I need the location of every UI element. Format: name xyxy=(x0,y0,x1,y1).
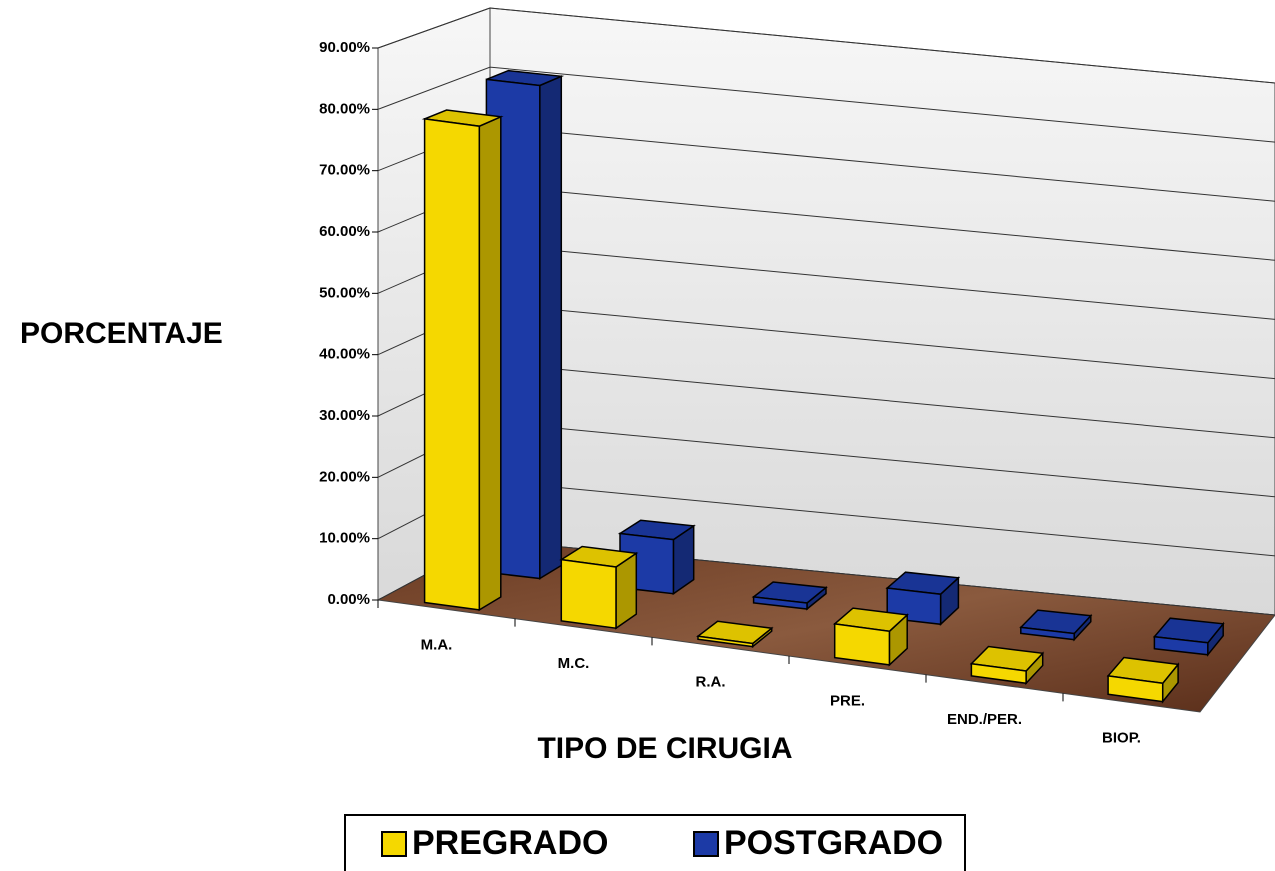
y-tick-label: 40.00% xyxy=(319,346,370,363)
bar-front xyxy=(752,596,808,610)
y-tick-label: 80.00% xyxy=(319,100,370,117)
bar xyxy=(832,607,909,667)
bars xyxy=(421,69,1225,704)
y-tick-label: 50.00% xyxy=(319,284,370,301)
legend-label: POSTGRADO xyxy=(724,824,943,862)
legend-box xyxy=(344,814,966,871)
bar xyxy=(969,645,1045,686)
x-tick-label: PRE. xyxy=(830,692,865,709)
x-tick-label: M.C. xyxy=(558,655,590,672)
bar-front xyxy=(697,635,754,648)
y-tick-label: 60.00% xyxy=(319,223,370,240)
y-tick-label: 10.00% xyxy=(319,530,370,547)
bar xyxy=(421,109,504,612)
bar-front xyxy=(970,662,1027,685)
x-tick-label: R.A. xyxy=(696,674,726,691)
grid-line xyxy=(377,66,1275,143)
x-tick-label: M.A. xyxy=(421,636,453,653)
legend: PREGRADO POSTGRADO xyxy=(344,814,966,871)
legend-label: PREGRADO xyxy=(412,824,608,862)
bar-front xyxy=(423,118,481,611)
bar-side xyxy=(478,115,502,612)
grid-line xyxy=(377,7,1275,84)
x-tick-label: BIOP. xyxy=(1102,730,1141,747)
y-tick-label: 0.00% xyxy=(327,591,370,608)
y-tick-label: 70.00% xyxy=(319,162,370,179)
bar-side xyxy=(539,75,563,580)
bar xyxy=(559,545,639,630)
bar-front xyxy=(1020,626,1075,641)
bar-front xyxy=(560,558,617,630)
back-wall xyxy=(489,7,1275,616)
bar xyxy=(1106,656,1180,704)
y-tick-label: 20.00% xyxy=(319,468,370,485)
bar xyxy=(1152,617,1225,657)
y-tick-label: 30.00% xyxy=(319,407,370,424)
bar xyxy=(1019,609,1093,642)
bar-front xyxy=(1107,675,1164,703)
bar xyxy=(751,581,828,611)
bar xyxy=(617,519,696,596)
x-axis-title: TIPO DE CIRUGIA xyxy=(537,732,792,765)
bar-front xyxy=(833,623,891,666)
bar-front xyxy=(1153,635,1209,656)
y-axis-title: PORCENTAJE xyxy=(20,317,223,350)
x-tick-label: END./PER. xyxy=(947,711,1022,728)
y-tick-label: 90.00% xyxy=(319,39,370,56)
legend-swatch xyxy=(381,831,407,857)
bar xyxy=(696,620,774,649)
legend-swatch xyxy=(693,831,719,857)
